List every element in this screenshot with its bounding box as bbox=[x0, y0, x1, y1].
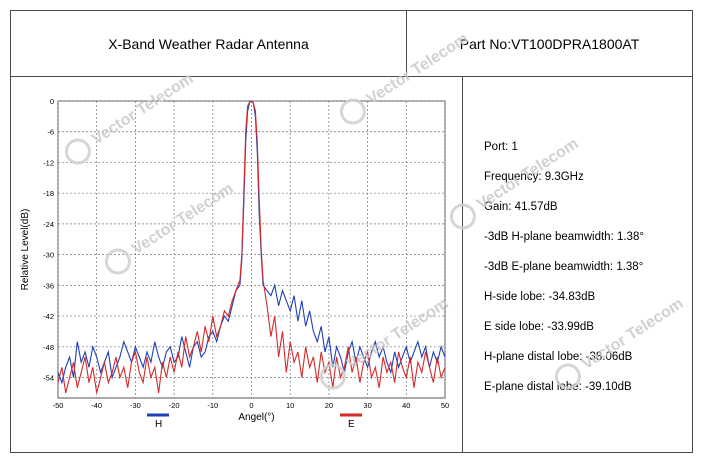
x-tick-label: -20 bbox=[169, 401, 180, 410]
y-tick-label: -24 bbox=[43, 220, 54, 229]
part-number: Part No:VT100DPRA1800AT bbox=[459, 36, 640, 52]
spec-port: Port: 1 bbox=[484, 141, 518, 153]
legend-label-h: H bbox=[155, 419, 162, 430]
y-tick-label: -48 bbox=[43, 343, 54, 352]
y-tick-label: 0 bbox=[50, 97, 54, 106]
chart-cell: -50 -40 -30 -20 -10 0 10 20 30 40 50 0 -6 -12 -18 -24 -3… bbox=[11, 77, 463, 452]
x-tick-label: 0 bbox=[249, 401, 253, 410]
datasheet: X-Band Weather Radar Antenna Part No:VT1… bbox=[10, 10, 693, 453]
x-tick-label: 50 bbox=[441, 401, 449, 410]
y-tick-label: -42 bbox=[43, 312, 54, 321]
x-tick-label: 10 bbox=[286, 401, 294, 410]
x-tick-label: -50 bbox=[53, 401, 64, 410]
y-tick-label: -12 bbox=[43, 158, 54, 167]
y-tick-label: -6 bbox=[47, 128, 54, 137]
x-tick-label: -30 bbox=[130, 401, 141, 410]
spec-h-beamwidth: -3dB H-plane beamwidth: 1.38° bbox=[484, 231, 644, 243]
x-axis-label: Angel(°) bbox=[238, 412, 274, 423]
x-tick-label: -40 bbox=[91, 401, 102, 410]
x-tick-label: 30 bbox=[363, 401, 371, 410]
spec-e-beamwidth: -3dB E-plane beamwidth: 1.38° bbox=[484, 261, 644, 273]
y-tick-label: -36 bbox=[43, 281, 54, 290]
x-tick-label: 40 bbox=[402, 401, 410, 410]
spec-h-side-lobe: H-side lobe: -34.83dB bbox=[484, 291, 596, 303]
y-tick-label: -18 bbox=[43, 189, 54, 198]
header-row: X-Band Weather Radar Antenna Part No:VT1… bbox=[11, 11, 692, 77]
y-tick-label: -30 bbox=[43, 251, 54, 260]
radiation-pattern-chart: -50 -40 -30 -20 -10 0 10 20 30 40 50 0 -6 -12 -18 -24 -3… bbox=[20, 97, 449, 430]
spec-e-distal-lobe: E-plane distal lobe: -39.10dB bbox=[484, 381, 632, 393]
legend-label-e: E bbox=[348, 419, 355, 430]
spec-frequency: Frequency: 9.3GHz bbox=[484, 171, 584, 183]
spec-gain: Gain: 41.57dB bbox=[484, 201, 558, 213]
y-axis-label: Relative Level(dB) bbox=[20, 209, 31, 291]
product-title: X-Band Weather Radar Antenna bbox=[11, 11, 407, 77]
spec-e-side-lobe: E side lobe: -33.99dB bbox=[484, 321, 594, 333]
series-line-e bbox=[57, 100, 446, 394]
spec-h-distal-lobe: H-plane distal lobe: -38.06dB bbox=[484, 351, 633, 363]
y-tick-label: -54 bbox=[43, 374, 54, 383]
x-tick-label: 20 bbox=[325, 401, 333, 410]
x-tick-label: -10 bbox=[207, 401, 218, 410]
